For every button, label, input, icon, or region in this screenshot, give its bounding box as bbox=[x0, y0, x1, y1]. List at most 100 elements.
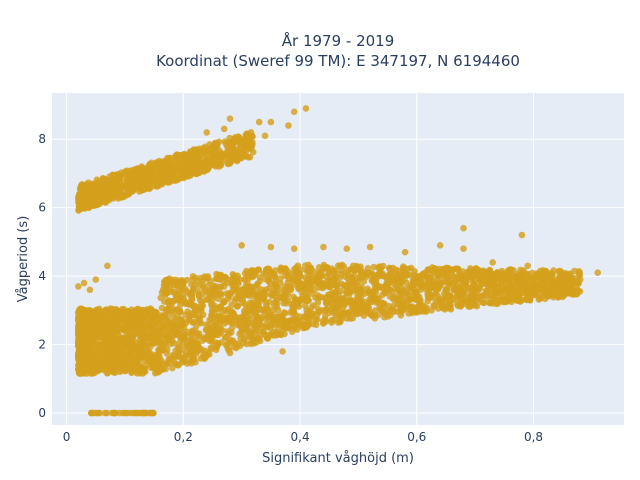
data-point bbox=[517, 282, 524, 290]
data-point bbox=[133, 366, 140, 373]
data-point bbox=[405, 265, 412, 273]
data-point bbox=[119, 360, 126, 368]
data-point bbox=[81, 201, 89, 209]
data-point bbox=[158, 289, 166, 296]
data-point bbox=[241, 300, 249, 308]
data-point bbox=[392, 275, 399, 283]
data-point bbox=[143, 349, 151, 356]
data-point bbox=[156, 159, 164, 166]
data-point bbox=[154, 174, 161, 181]
data-point bbox=[594, 269, 601, 277]
data-point bbox=[88, 363, 95, 371]
data-point bbox=[312, 321, 320, 329]
data-point bbox=[104, 262, 111, 270]
data-point bbox=[244, 135, 251, 143]
data-point bbox=[89, 181, 96, 188]
data-point bbox=[542, 288, 550, 296]
data-point bbox=[149, 363, 157, 371]
x-tick-label: 0,8 bbox=[524, 430, 543, 444]
data-point bbox=[179, 321, 187, 329]
data-point bbox=[210, 328, 217, 335]
data-point bbox=[167, 297, 175, 305]
data-point bbox=[79, 181, 86, 188]
data-point bbox=[218, 339, 225, 346]
data-point bbox=[124, 351, 132, 359]
data-point bbox=[186, 171, 193, 179]
data-point bbox=[409, 294, 416, 301]
data-point bbox=[158, 312, 165, 319]
data-point bbox=[304, 295, 311, 303]
data-point bbox=[97, 352, 104, 359]
data-point bbox=[138, 334, 145, 341]
data-point bbox=[281, 318, 289, 325]
data-point bbox=[468, 293, 476, 301]
data-point bbox=[297, 285, 305, 292]
data-point bbox=[226, 314, 234, 322]
data-point bbox=[190, 355, 198, 363]
data-point bbox=[136, 185, 144, 193]
data-point bbox=[91, 354, 99, 362]
data-point bbox=[185, 337, 193, 344]
data-point bbox=[94, 320, 101, 327]
data-point bbox=[390, 301, 398, 309]
data-point bbox=[424, 294, 432, 302]
data-point bbox=[330, 267, 338, 274]
data-point bbox=[216, 151, 223, 159]
data-point bbox=[557, 270, 565, 277]
data-point bbox=[187, 301, 194, 308]
data-point bbox=[177, 158, 184, 166]
data-point bbox=[290, 108, 298, 116]
data-point bbox=[199, 281, 206, 288]
data-point bbox=[273, 303, 281, 310]
data-point bbox=[550, 289, 558, 296]
data-point bbox=[355, 265, 362, 272]
data-point bbox=[442, 278, 450, 286]
data-point bbox=[110, 409, 118, 417]
data-point bbox=[215, 271, 222, 279]
data-point bbox=[346, 308, 353, 316]
data-point bbox=[318, 268, 325, 276]
data-point bbox=[246, 288, 253, 295]
data-point bbox=[447, 306, 455, 313]
data-point bbox=[294, 280, 302, 287]
data-point bbox=[80, 279, 88, 287]
data-point bbox=[152, 357, 160, 365]
data-point bbox=[238, 242, 245, 249]
data-point bbox=[375, 311, 382, 319]
data-point bbox=[541, 276, 549, 284]
data-point bbox=[281, 287, 289, 294]
data-point bbox=[175, 288, 183, 295]
data-point bbox=[133, 409, 140, 417]
data-point bbox=[163, 346, 171, 353]
data-point bbox=[182, 350, 190, 357]
data-point bbox=[237, 314, 245, 321]
data-point bbox=[116, 368, 124, 376]
data-point bbox=[169, 364, 176, 372]
data-point bbox=[372, 286, 380, 293]
data-point bbox=[165, 154, 173, 162]
data-point bbox=[474, 293, 481, 301]
data-point bbox=[389, 264, 397, 272]
data-point bbox=[393, 280, 401, 288]
data-point bbox=[318, 294, 326, 301]
data-point bbox=[121, 334, 128, 341]
data-point bbox=[151, 339, 158, 347]
data-point bbox=[149, 320, 157, 327]
data-point bbox=[549, 293, 557, 301]
data-point bbox=[532, 287, 540, 295]
data-point bbox=[204, 273, 212, 280]
data-point bbox=[76, 341, 84, 349]
x-tick-label: 0,4 bbox=[291, 430, 310, 444]
data-point bbox=[305, 319, 312, 327]
data-point bbox=[114, 336, 121, 344]
data-point bbox=[462, 285, 470, 292]
data-point bbox=[410, 272, 418, 279]
data-point bbox=[471, 276, 479, 284]
data-point bbox=[145, 332, 152, 340]
data-point bbox=[135, 313, 143, 320]
data-point bbox=[332, 282, 340, 289]
data-point bbox=[277, 280, 284, 287]
data-point bbox=[421, 303, 428, 311]
data-point bbox=[234, 278, 242, 286]
data-point bbox=[75, 351, 82, 358]
